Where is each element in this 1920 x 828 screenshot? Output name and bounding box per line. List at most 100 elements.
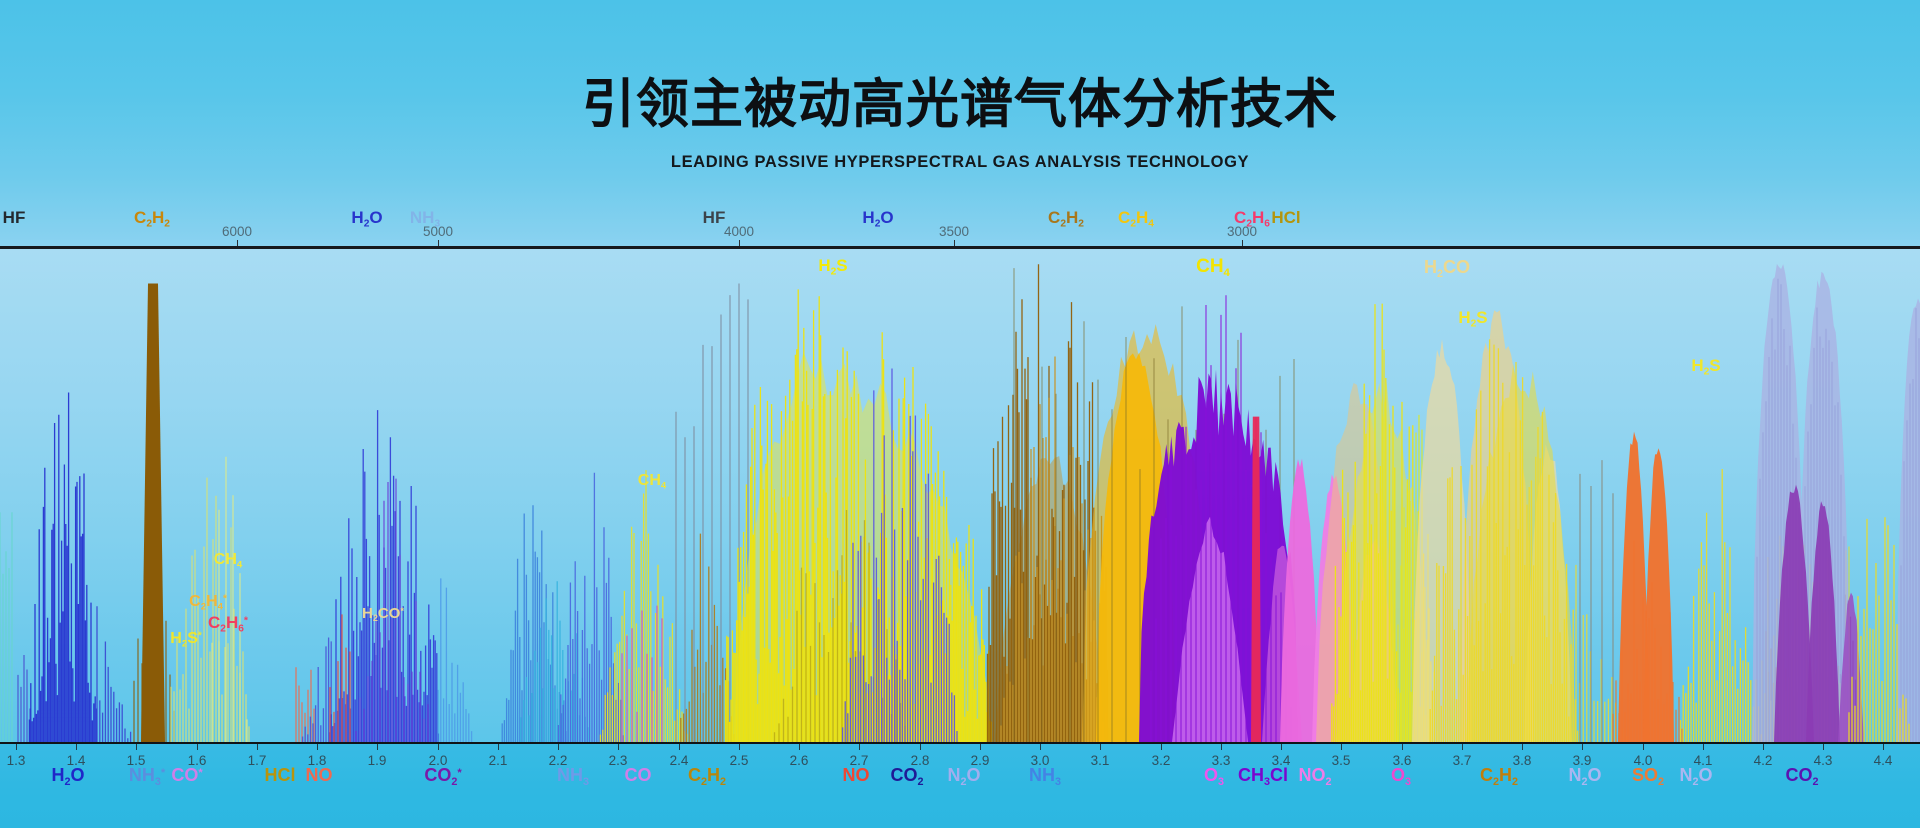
band-pale-green xyxy=(170,477,250,742)
band-blue-left-tail xyxy=(17,655,31,742)
wavelength-tick-label: 1.3 xyxy=(6,753,26,768)
wavelength-tick-label: 3.1 xyxy=(1090,753,1110,768)
gas-label-bottom: O3 xyxy=(1390,765,1412,788)
wavelength-tick-label: 3.2 xyxy=(1151,753,1171,768)
wavelength-tick-mark xyxy=(739,744,740,750)
wavelength-tick-label: 3.7 xyxy=(1452,753,1472,768)
wavelength-tick-label: 3.6 xyxy=(1392,753,1412,768)
wavelength-tick-label: 1.6 xyxy=(187,753,207,768)
gas-label-top: C2H2 xyxy=(1048,208,1084,230)
wavelength-tick-mark xyxy=(377,744,378,750)
band-gray-right xyxy=(1579,460,1614,742)
band-purple-spikes-top xyxy=(1150,295,1292,742)
page-title: 引领主被动高光谱气体分析技术 xyxy=(582,75,1338,134)
wavelength-tick-label: 2.5 xyxy=(729,753,749,768)
wavelength-tick-mark xyxy=(197,744,198,750)
wavenumber-tick-mark xyxy=(954,240,955,246)
wavelength-tick-mark xyxy=(136,744,137,750)
gas-label-bottom: N2O xyxy=(947,765,981,788)
band-blue-cluster-3 xyxy=(557,472,624,742)
gas-label-chart: H2CO* xyxy=(362,605,404,624)
gas-label-bottom: C2H2 xyxy=(687,765,727,788)
wavelength-tick-mark xyxy=(1763,744,1764,750)
gas-label-bottom: CO2 xyxy=(890,765,924,788)
wavelength-tick-mark xyxy=(1643,744,1644,750)
gas-label-bottom: CH3Cl xyxy=(1237,765,1289,788)
band-royal-blue-main xyxy=(28,392,98,742)
band-purple-inner-1 xyxy=(1774,484,1814,742)
wavelength-tick-label: 3.5 xyxy=(1331,753,1351,768)
header-band: 引领主被动高光谱气体分析技术 LEADING PASSIVE HYPERSPEC… xyxy=(0,0,1920,246)
band-yellow-sparse-right xyxy=(1679,469,1762,742)
wavelength-tick-label: 4.2 xyxy=(1753,753,1773,768)
wavelength-tick-label: 2.6 xyxy=(789,753,809,768)
footer-band: 1.3 1.4 1.5 1.6 1.7 1.8 1.9 2.0 2.1 2.2 2.3 2.4 2.5 2… xyxy=(0,744,1920,828)
band-violet-mix xyxy=(355,478,429,742)
band-purple-inner-2 xyxy=(1806,501,1840,742)
gas-label-chart: C2H6* xyxy=(207,613,249,635)
gas-label-chart: CH4 xyxy=(213,551,243,571)
wavenumber-tick-mark xyxy=(1242,240,1243,246)
band-steel-cluster xyxy=(501,505,567,742)
wavelength-tick-mark xyxy=(1100,744,1101,750)
gas-label-chart: C2H4* xyxy=(189,593,227,613)
wavelength-tick-label: 2.8 xyxy=(910,753,930,768)
wavelength-tick-mark xyxy=(1221,744,1222,750)
wavelength-tick-label: 2.7 xyxy=(849,753,869,768)
band-yellow-pre xyxy=(599,470,688,742)
wavelength-tick-label: 4.4 xyxy=(1873,753,1893,768)
band-brown-column xyxy=(141,283,165,742)
gas-label-bottom: NO2 xyxy=(1298,765,1332,788)
gas-label-chart: CH4 xyxy=(1196,256,1230,279)
gas-label-bottom: NH3 xyxy=(1028,765,1062,788)
gas-label-bottom: SO2 xyxy=(1631,765,1665,788)
gas-label-chart: H2S xyxy=(1458,308,1488,330)
gas-label-bottom: NH3* xyxy=(128,765,166,788)
wavenumber-tick-label: 5000 xyxy=(422,224,454,239)
gas-label-bottom: H2O xyxy=(51,765,85,788)
gas-label-chart: H2CO xyxy=(1423,257,1471,280)
band-skyblue-right xyxy=(437,578,473,742)
gas-label-top: NH3 xyxy=(409,208,441,230)
wavelength-tick-mark xyxy=(438,744,439,750)
wavelength-tick-label: 3.4 xyxy=(1271,753,1291,768)
gas-label-top: H2O xyxy=(351,208,383,230)
band-yellow-right-2 xyxy=(1429,339,1579,742)
band-violetblue-band xyxy=(841,368,958,742)
wavelength-tick-label: 4.1 xyxy=(1693,753,1713,768)
wavelength-tick-mark xyxy=(1582,744,1583,750)
wavelength-tick-label: 3.0 xyxy=(1030,753,1050,768)
wavelength-tick-mark xyxy=(558,744,559,750)
band-red-accent xyxy=(329,614,351,742)
gas-label-bottom: O3 xyxy=(1203,765,1225,788)
wavelength-tick-mark xyxy=(1281,744,1282,750)
wavelength-tick-mark xyxy=(317,744,318,750)
band-teal-edge xyxy=(0,512,13,742)
gas-label-chart: H2S* xyxy=(170,630,202,650)
wavelength-tick-mark xyxy=(799,744,800,750)
gas-label-bottom: CO* xyxy=(171,765,203,785)
spectra-plot: H2S CH4 H2CO H2S H2S CH4 CH4 C2H4* C2H6* H2S* H2CO… xyxy=(0,246,1920,744)
gas-label-chart: CH4 xyxy=(637,472,667,492)
wavenumber-tick-mark xyxy=(739,240,740,246)
wavelength-tick-label: 4.3 xyxy=(1813,753,1833,768)
wavelength-tick-label: 1.8 xyxy=(307,753,327,768)
wavelength-tick-mark xyxy=(76,744,77,750)
wavenumber-tick-mark xyxy=(237,240,238,246)
gas-label-bottom: N2O xyxy=(1679,765,1713,788)
gas-label-top: C2H2 xyxy=(134,208,170,230)
band-blue-2-lead xyxy=(301,637,332,742)
band-lavender-stripes-3 xyxy=(1900,308,1920,742)
wavelength-tick-mark xyxy=(920,744,921,750)
wavelength-tick-label: 4.0 xyxy=(1633,753,1653,768)
wavelength-tick-mark xyxy=(1883,744,1884,750)
gas-label-bottom: N2O xyxy=(1568,765,1602,788)
band-orange-1 xyxy=(1618,431,1650,742)
wavelength-tick-mark xyxy=(1823,744,1824,750)
wavelength-tick-label: 2.2 xyxy=(548,753,568,768)
gas-label-top: HF xyxy=(702,208,726,227)
wavelength-tick-mark xyxy=(679,744,680,750)
wavelength-tick-label: 1.5 xyxy=(126,753,146,768)
gas-label-bottom: CO2 xyxy=(1785,765,1819,788)
